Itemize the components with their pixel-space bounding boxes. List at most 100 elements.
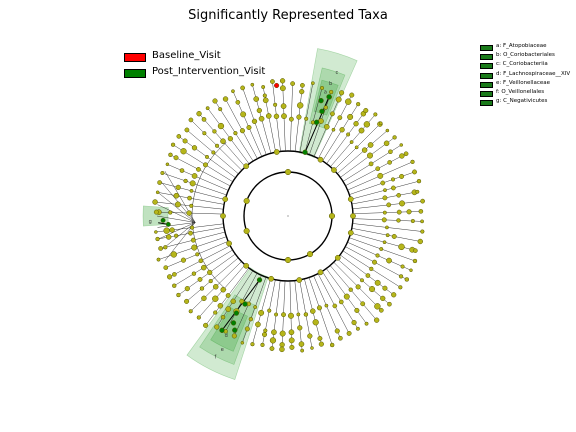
taxon-node (361, 147, 368, 153)
taxon-node (207, 269, 213, 276)
taxon-node (387, 301, 392, 307)
branch-line (207, 108, 250, 165)
clade-node (230, 320, 237, 326)
taxon-node (198, 258, 204, 264)
taxon-node (399, 143, 404, 147)
highlight-sectors (142, 48, 358, 380)
clade-node (233, 310, 240, 316)
taxon-node (231, 89, 235, 94)
taxon-node (222, 96, 229, 102)
taxon-node (179, 168, 185, 173)
taxon-node (270, 79, 275, 84)
taxon-node (196, 167, 201, 172)
taxon-node (367, 142, 374, 148)
taxon-node (183, 178, 188, 184)
taxon-node (157, 180, 162, 185)
taxon-node (217, 303, 224, 309)
taxon-node (367, 152, 373, 159)
taxon-node (243, 262, 250, 269)
taxon-node (191, 173, 198, 179)
taxon-node (339, 299, 344, 305)
taxon-node (398, 285, 403, 290)
sector-letter: g (149, 219, 152, 225)
taxon-node (383, 140, 390, 147)
taxon-node (211, 150, 216, 155)
taxon-node (176, 134, 182, 139)
taxon-node (156, 257, 161, 262)
taxon-node (188, 230, 193, 236)
clade-swatch (480, 54, 493, 61)
taxon-node (382, 210, 387, 215)
clade-node (242, 301, 248, 307)
legend-label-baseline: Baseline_Visit (152, 50, 221, 61)
taxon-node (220, 213, 226, 219)
taxon-node (203, 322, 209, 328)
taxon-node (328, 212, 336, 220)
taxon-node (347, 113, 354, 120)
taxon-node (420, 229, 425, 234)
clade-node (160, 217, 166, 223)
sector-letter: d (225, 333, 228, 339)
taxon-node (298, 341, 305, 347)
taxon-node (196, 110, 202, 117)
taxon-node (189, 188, 194, 193)
taxon-node (323, 123, 330, 130)
taxon-node (174, 201, 181, 208)
taxon-node (297, 102, 304, 109)
taxon-node (409, 268, 413, 272)
taxon-node (205, 106, 210, 111)
taxon-node (296, 114, 302, 120)
taxon-node (284, 256, 292, 264)
taxon-node (279, 78, 286, 84)
figure-title: Significantly Represented Taxa (188, 8, 388, 23)
taxon-node (412, 169, 417, 175)
taxon-node (316, 305, 322, 311)
taxon-node (268, 275, 275, 282)
taxon-node (390, 185, 396, 191)
root-node (287, 215, 289, 217)
taxon-node (347, 229, 354, 236)
taxon-node (184, 127, 190, 133)
taxon-node (351, 319, 357, 326)
branch-line (322, 271, 359, 329)
taxon-node (212, 284, 219, 290)
taxon-node (410, 159, 415, 164)
taxon-node (364, 321, 369, 326)
taxon-node (354, 307, 360, 313)
taxon-node (412, 258, 418, 264)
taxon-node (243, 163, 250, 170)
taxon-node (420, 198, 425, 204)
taxon-node (348, 287, 353, 292)
taxon-node (220, 138, 226, 145)
taxon-node (165, 234, 172, 240)
taxon-node (416, 178, 422, 184)
taxon-node (262, 93, 267, 98)
taxon-node (388, 149, 393, 155)
clade-node (302, 149, 308, 155)
taxon-node (160, 170, 165, 176)
taxon-node (173, 192, 180, 199)
taxon-node (415, 189, 420, 194)
taxon-node (190, 225, 195, 230)
taxon-node (417, 238, 423, 245)
taxon-node (331, 127, 336, 132)
branch-line (158, 222, 196, 239)
taxon-node (380, 180, 386, 186)
taxon-node (323, 105, 328, 110)
clade-label: f: O_Veillonellales (496, 88, 545, 95)
taxon-node (410, 218, 415, 224)
taxon-node (184, 286, 190, 292)
taxon-node (317, 156, 324, 163)
legend-swatch-baseline (124, 53, 146, 62)
taxon-node (373, 317, 380, 323)
taxon-node (173, 233, 179, 238)
branch-line (308, 277, 333, 346)
taxon-node (191, 145, 198, 151)
branch-line (242, 277, 267, 343)
taxon-node (372, 259, 378, 265)
taxon-node (391, 292, 397, 298)
taxon-node (378, 121, 383, 126)
taxon-node (375, 166, 381, 172)
taxon-node (396, 192, 402, 198)
taxon-node (186, 210, 192, 216)
